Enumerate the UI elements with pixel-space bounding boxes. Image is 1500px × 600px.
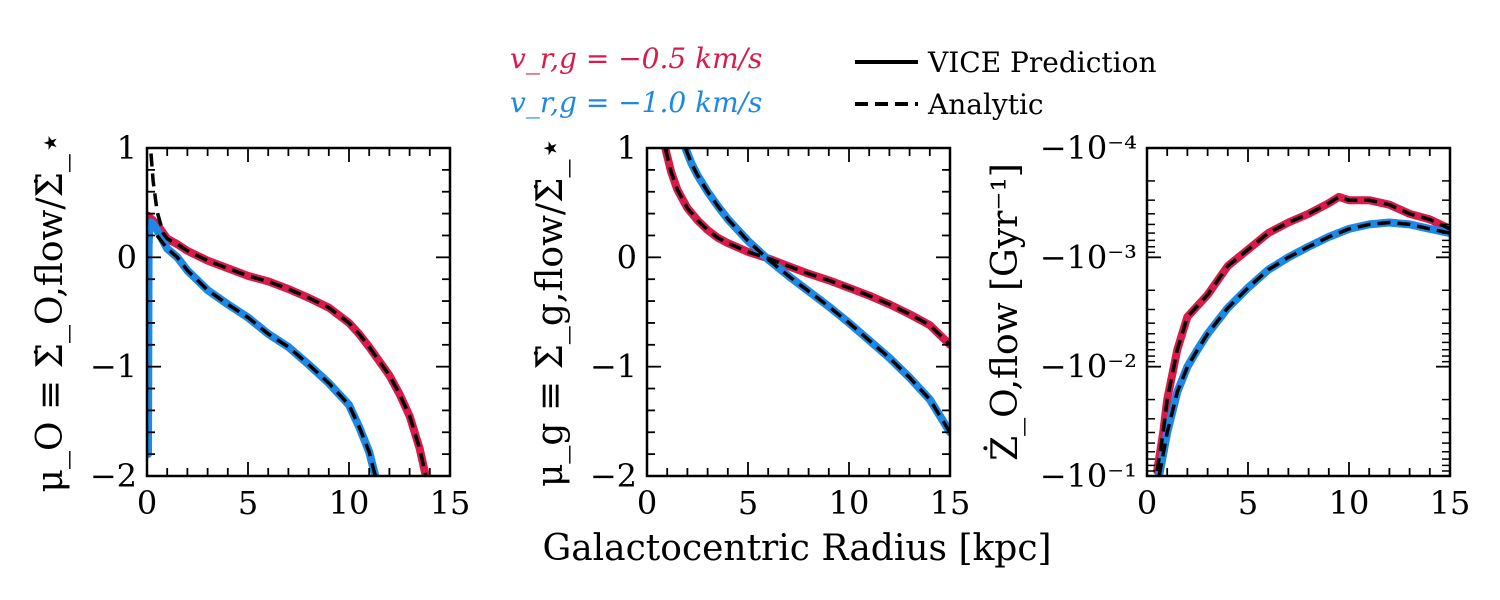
series-group (1153, 192, 1450, 476)
y-tick-label: 1 (617, 129, 637, 167)
series-line-vice-0 (661, 148, 950, 349)
legend-solid-label: VICE Prediction (927, 46, 1157, 79)
y-tick-label: −10⁻¹ (1040, 457, 1137, 495)
series-group (661, 148, 950, 437)
y-tick-label: −2 (590, 457, 637, 495)
series-line-vice-1 (681, 148, 950, 437)
y-tick-label: −1 (590, 348, 637, 386)
x-tick-label: 0 (137, 484, 157, 522)
series-line-analytic-1 (155, 234, 377, 476)
y-axis-label: Ż_O,flow [Gyr⁻¹] (984, 163, 1026, 461)
x-tick-label: 5 (238, 484, 258, 522)
x-tick-label: 0 (1137, 484, 1157, 522)
y-tick-label: 0 (117, 238, 137, 276)
x-tick-label: 15 (930, 484, 971, 522)
x-axis-label: Galactocentric Radius [kpc] (542, 528, 1051, 569)
y-tick-label: 0 (617, 238, 637, 276)
y-tick-label: −1 (90, 348, 137, 386)
x-tick-label: 15 (1430, 484, 1471, 522)
series-line-vice-0 (1153, 192, 1450, 475)
axes-frame (1145, 146, 1452, 478)
axes-frame (145, 146, 452, 478)
panel-middle: 0 5 10 15 −2 −1 0 1 μ_g ≡ Σ̇_g,flow/Σ̇_⋆ (530, 129, 970, 522)
y-tick-label: −10⁻² (1040, 348, 1137, 386)
y-tick-label: 1 (117, 129, 137, 167)
y-tick-label: −10⁻³ (1040, 238, 1137, 276)
series-line-analytic-1 (1157, 220, 1450, 476)
x-tick-label: 5 (1238, 484, 1258, 522)
series-line-analytic-0 (1155, 195, 1450, 472)
x-tick-label: 5 (738, 484, 758, 522)
series-line-vice-1 (147, 218, 380, 476)
legend-red-label: v_r,g = −0.5 km/s (510, 42, 762, 75)
series-line-analytic-1 (683, 148, 950, 434)
panel-left: 0 5 10 15 −2 −1 0 1 μ_O ≡ Σ̇_O,flow/Σ̇_⋆ (30, 129, 470, 522)
y-tick-label: −2 (90, 457, 137, 495)
legend-dashed-label: Analytic (927, 88, 1044, 121)
y-tick-label: −10⁻⁴ (1040, 129, 1137, 167)
y-axis-label: μ_O ≡ Σ̇_O,flow/Σ̇_⋆ (30, 132, 71, 493)
legend: v_r,g = −0.5 km/s v_r,g = −1.0 km/s VICE… (510, 42, 1157, 121)
series-group (147, 153, 430, 476)
x-tick-label: 10 (1329, 484, 1370, 522)
y-axis-label: μ_g ≡ Σ̇_g,flow/Σ̇_⋆ (530, 137, 571, 487)
series-line-vice-1 (1155, 218, 1450, 476)
x-tick-label: 10 (829, 484, 870, 522)
x-tick-label: 15 (430, 484, 471, 522)
series-line-analytic-0 (663, 148, 950, 347)
legend-blue-label: v_r,g = −1.0 km/s (510, 86, 762, 119)
series-line-analytic-0 (149, 153, 428, 476)
panel-right: 0 5 10 15 −10⁻⁴ −10⁻³ −10⁻² −10⁻¹ Ż_O,flow [Gyr⁻… (984, 129, 1470, 522)
axes-frame (645, 146, 952, 478)
x-tick-label: 0 (637, 484, 657, 522)
x-tick-label: 10 (329, 484, 370, 522)
